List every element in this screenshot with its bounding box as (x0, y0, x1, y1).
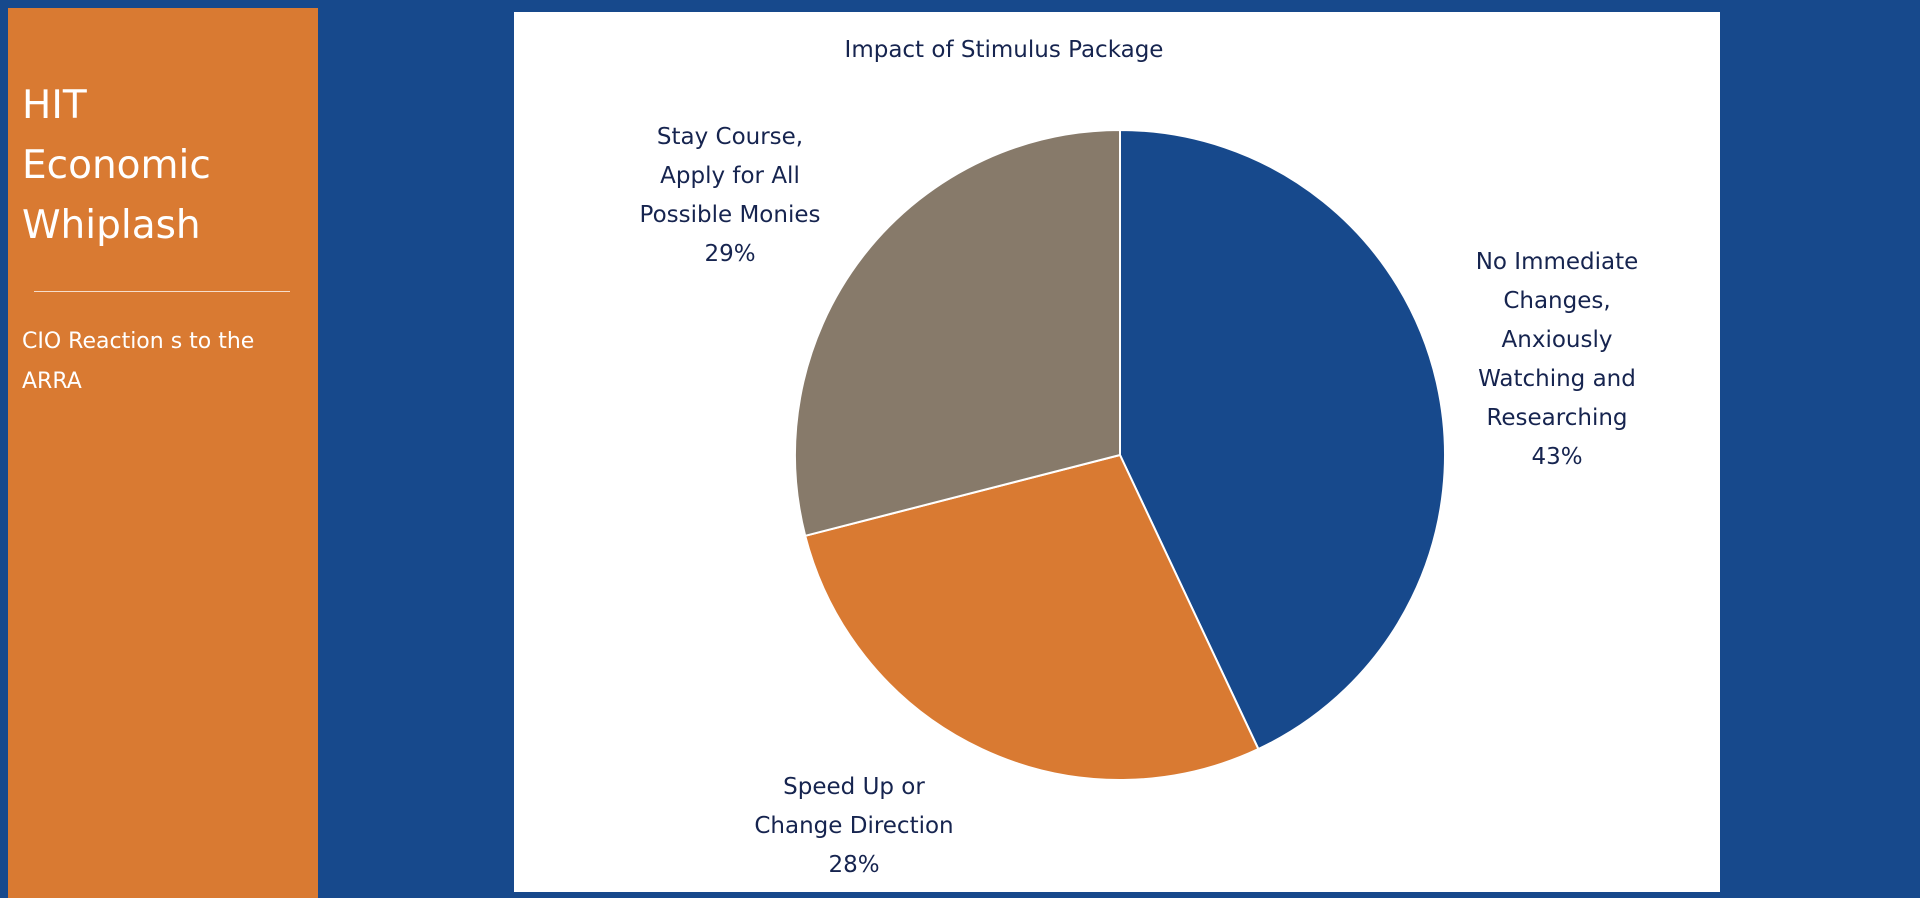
pie-slice-1 (1119, 128, 1446, 751)
slide-subtitle-line-2: ARRA (22, 369, 82, 394)
pie-slices (794, 128, 1446, 781)
pie-labels: No Immediate Changes, Anxiously Watching an… (640, 124, 1639, 878)
slice-label-line: Watching and (1478, 366, 1636, 392)
sidebar-divider (34, 291, 290, 292)
slide-title-line-2: Economic (22, 143, 211, 188)
pie-slice-3 (794, 128, 1121, 538)
chart-title: Impact of Stimulus Package (845, 37, 1164, 63)
slice-label-1: No Immediate Changes, Anxiously Watching an… (1476, 249, 1639, 470)
slice-label-line: Possible Monies (640, 202, 821, 228)
slide-title-line-3: Whiplash (22, 203, 201, 248)
slide-subtitle: CIO Reaction s to the ARRA (22, 322, 312, 402)
slice-percent-label: 29% (704, 241, 755, 267)
slice-percent-label: 28% (828, 852, 879, 878)
slice-label-3: Stay Course, Apply for All Possible Monies… (640, 124, 821, 267)
pie-slice-2 (803, 453, 1260, 781)
slide-title: HIT Economic Whiplash (22, 76, 312, 256)
slice-percent-label: 43% (1531, 444, 1582, 470)
slice-label-2: Speed Up or Change Direction 28% (754, 774, 953, 878)
slice-label-line: Changes, (1503, 288, 1610, 314)
slice-label-line: Anxiously (1502, 327, 1613, 353)
slide-title-line-1: HIT (22, 83, 87, 128)
slice-label-line: Stay Course, (657, 124, 803, 150)
sidebar-panel: HIT Economic Whiplash CIO Reaction s to … (8, 8, 318, 898)
slide-subtitle-line-1: CIO Reaction s to the (22, 329, 255, 354)
slice-label-line: Researching (1486, 405, 1627, 431)
slice-label-line: Change Direction (754, 813, 953, 839)
slice-label-line: No Immediate (1476, 249, 1639, 275)
chart-panel: Impact of Stimulus Package No Immediate C… (514, 12, 1720, 892)
pie-chart: Impact of Stimulus Package No Immediate C… (640, 37, 1639, 878)
slice-label-line: Apply for All (660, 163, 800, 189)
slice-label-line: Speed Up or (783, 774, 925, 800)
